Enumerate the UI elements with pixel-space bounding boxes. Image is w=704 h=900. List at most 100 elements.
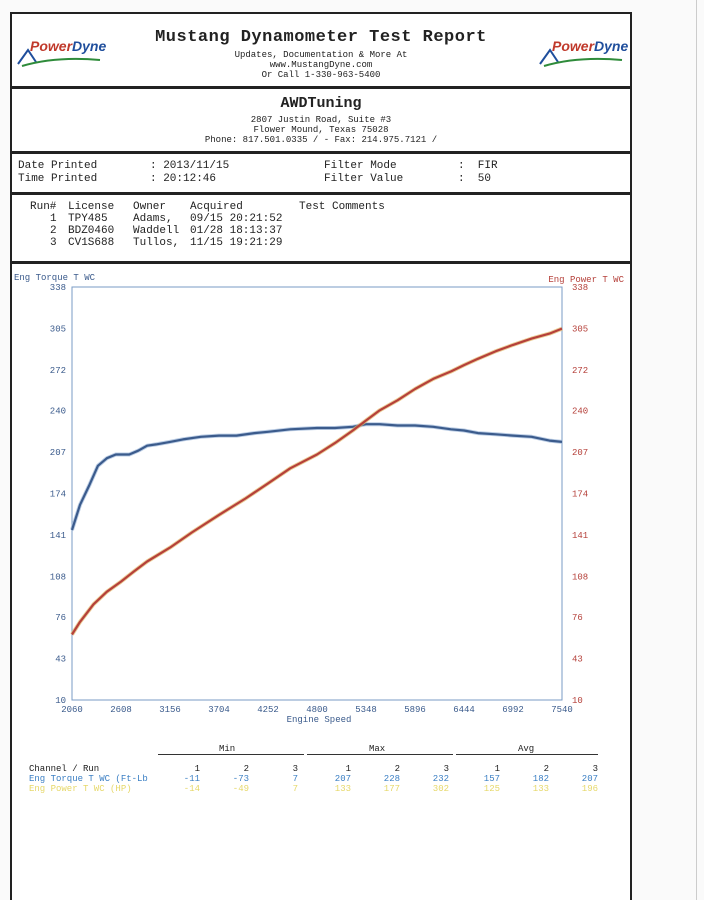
summary-row2-value-8: 196 (581, 784, 598, 794)
summary-min-rule (158, 754, 304, 755)
run-1-owner: Adams, (133, 213, 173, 225)
print-meta: Date Printed : 2013/11/15 Time Printed :… (10, 152, 632, 194)
filter-value-value: : 50 (458, 173, 492, 185)
filter-mode-value: : FIR (458, 160, 498, 172)
x-tick-label: 6444 (453, 705, 475, 715)
plot-frame (71, 286, 563, 701)
powerdyne-logo-left: PowerDyne (16, 36, 107, 72)
y-axis-left-label: Eng Torque T WC (14, 273, 96, 283)
y-left-tick-label: 305 (50, 325, 66, 335)
x-axis-label: Engine Speed (287, 715, 352, 725)
logo-text-right: PowerDyne (552, 38, 629, 54)
summary-row1-value-8: 207 (581, 774, 598, 784)
runs-header-owner: Owner (133, 201, 167, 213)
x-tick-label: 3704 (208, 705, 230, 715)
summary-row1-label: Eng Torque T WC (Ft-Lb (29, 774, 148, 784)
powerdyne-logo-right: PowerDyne (538, 36, 629, 72)
chart-panel (10, 262, 632, 900)
summary-min-header: Min (219, 744, 236, 754)
shop-address2: Flower Mound, Texas 75028 (253, 125, 389, 135)
summary-col-header-5: 3 (443, 764, 449, 774)
report-header: PowerDyne Mustang Dynamometer Test Repor… (10, 12, 632, 88)
runs-header-acquired: Acquired (190, 201, 243, 213)
logo-text-left: PowerDyne (30, 38, 107, 54)
x-tick-label: 3156 (159, 705, 181, 715)
y-left-tick-label: 240 (50, 406, 66, 416)
run-3-number: 3 (50, 237, 57, 249)
summary-row1-value-1: -73 (232, 774, 249, 784)
summary-row2-value-0: -14 (183, 784, 200, 794)
report-line1: Updates, Documentation & More At (234, 50, 408, 60)
y-left-tick-label: 141 (50, 531, 66, 541)
y-right-tick-label: 10 (572, 696, 583, 706)
summary-row2-label: Eng Power T WC (HP) (29, 784, 132, 794)
run-1-acquired: 09/15 20:21:52 (190, 213, 283, 225)
summary-col-header-0: 1 (194, 764, 200, 774)
y-axis-right-label: Eng Power T WC (548, 275, 624, 285)
x-tick-label: 2608 (110, 705, 132, 715)
summary-row2-value-2: 7 (292, 784, 298, 794)
y-right-tick-label: 43 (572, 654, 583, 664)
x-tick-label: 2060 (61, 705, 83, 715)
run-2-acquired: 01/28 18:13:37 (190, 225, 283, 237)
logo-swoosh-icon (17, 48, 101, 67)
run-2-number: 2 (50, 225, 57, 237)
series-1-line (70, 423, 563, 531)
series-1-shadow (70, 422, 563, 531)
y-left-tick-label: 272 (50, 366, 66, 376)
y-right-tick-label: 305 (572, 325, 588, 335)
summary-row1-value-0: -11 (183, 774, 200, 784)
logo-swoosh-icon (539, 48, 623, 67)
summary-max-rule (307, 754, 453, 755)
shop-phone: Phone: 817.501.0335 / - Fax: 214.975.712… (204, 135, 438, 145)
y-right-tick-label: 338 (572, 283, 588, 293)
summary-row1-value-6: 157 (483, 774, 500, 784)
y-left-tick-label: 43 (55, 654, 66, 664)
summary-col-header-2: 3 (292, 764, 298, 774)
x-tick-label: 4800 (306, 705, 328, 715)
summary-row2-value-6: 125 (483, 784, 500, 794)
runs-header-run: Run# (30, 201, 57, 213)
x-tick-label: 6992 (502, 705, 524, 715)
x-tick-label: 7540 (551, 705, 573, 715)
summary-avg-header: Avg (518, 744, 535, 754)
y-right-tick-label: 174 (572, 490, 588, 500)
runs-header-license: License (68, 201, 115, 213)
run-3-license: CV1S688 (68, 237, 115, 249)
y-right-tick-label: 240 (572, 406, 588, 416)
filter-value-label: Filter Value (324, 173, 404, 185)
series-2-line (71, 327, 563, 636)
y-left-tick-label: 76 (55, 613, 66, 623)
y-left-tick-label: 207 (50, 448, 66, 458)
summary-col-header-7: 2 (543, 764, 549, 774)
run-3-owner: Tullos, (133, 237, 180, 249)
run-3-acquired: 11/15 19:21:29 (190, 237, 283, 249)
summary-col-header-1: 2 (243, 764, 249, 774)
y-right-tick-label: 76 (572, 613, 583, 623)
report-title: Mustang Dynamometer Test Report (155, 28, 487, 47)
date-label: Date Printed (18, 160, 98, 172)
runs-header-comments: Test Comments (299, 201, 385, 213)
y-left-tick-label: 10 (55, 696, 66, 706)
summary-row2-value-7: 133 (532, 784, 549, 794)
summary-avg-rule (456, 754, 598, 755)
summary-col-header-3: 1 (345, 764, 351, 774)
run-1-license: TPY485 (68, 213, 108, 225)
summary-row2-value-4: 177 (383, 784, 400, 794)
series-2-shadow (70, 326, 563, 636)
x-tick-label: 5348 (355, 705, 377, 715)
summary-row1-value-3: 207 (334, 774, 351, 784)
run-2-owner: Waddell (133, 225, 180, 237)
y-left-tick-label: 338 (50, 283, 66, 293)
summary-row1-value-5: 232 (432, 774, 449, 784)
y-right-tick-label: 141 (572, 531, 588, 541)
time-value: : 20:12:46 (150, 173, 217, 185)
summary-row1-value-4: 228 (383, 774, 400, 784)
summary-row2-value-5: 302 (432, 784, 449, 794)
x-tick-label: 5896 (404, 705, 426, 715)
scan-edge (696, 0, 697, 900)
run-2-license: BDZ0460 (68, 225, 115, 237)
y-right-tick-label: 108 (572, 573, 588, 583)
summary-row2-value-3: 133 (334, 784, 351, 794)
